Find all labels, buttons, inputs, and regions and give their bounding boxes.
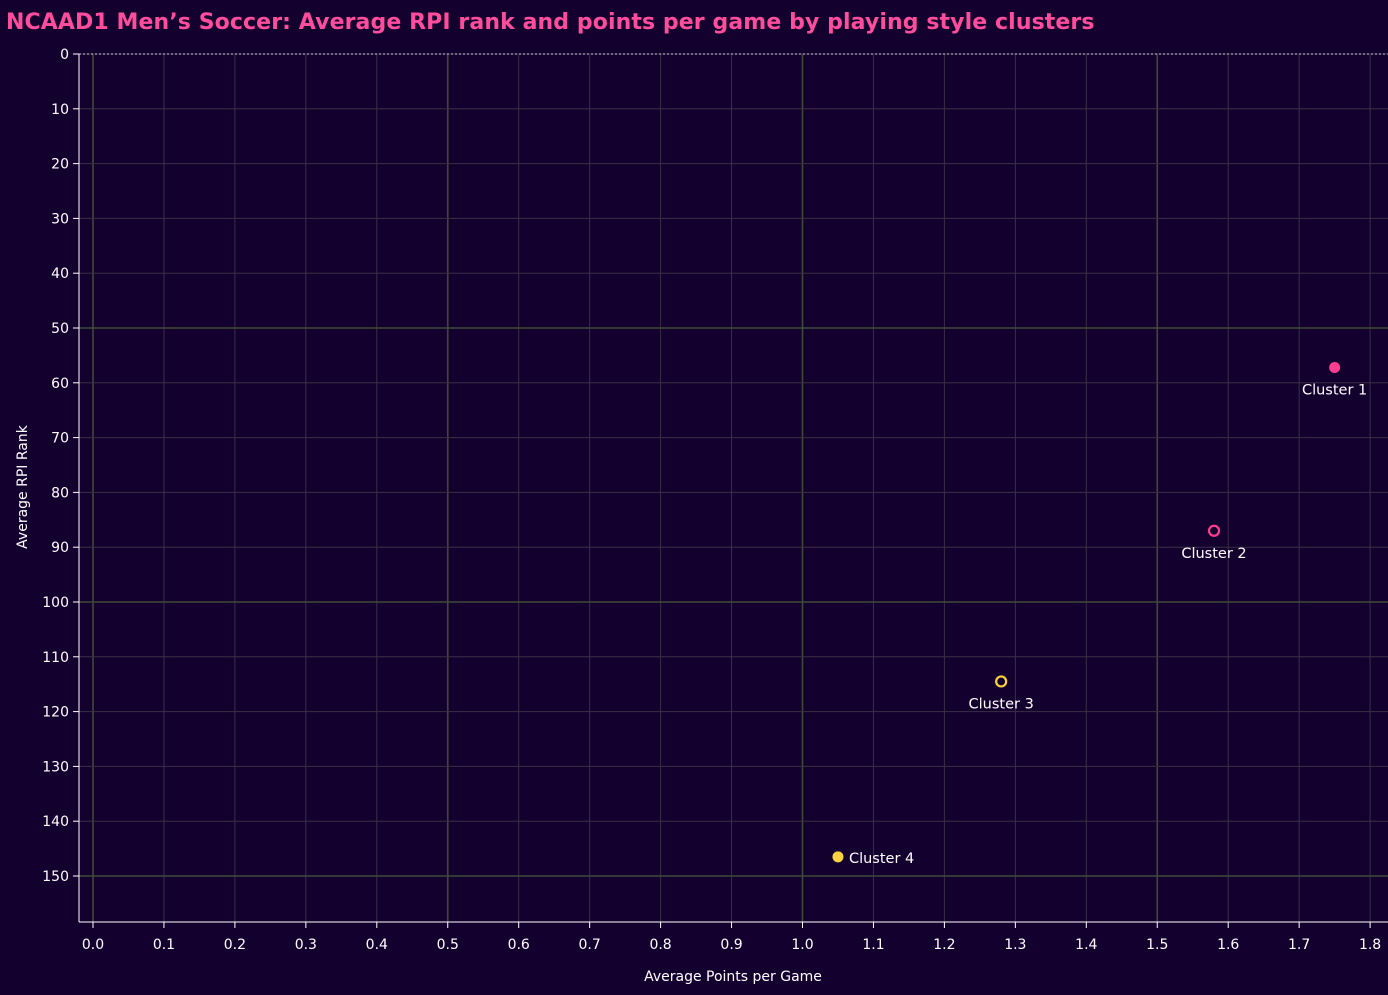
x-tick-label: 1.1 bbox=[862, 937, 884, 953]
y-tick-label: 30 bbox=[51, 211, 69, 227]
y-tick-label: 100 bbox=[42, 595, 69, 611]
point-label: Cluster 3 bbox=[969, 696, 1034, 712]
x-tick-label: 0.3 bbox=[295, 937, 317, 953]
y-tick-label: 150 bbox=[42, 869, 69, 885]
x-tick-label: 0.9 bbox=[720, 937, 742, 953]
y-tick-label: 0 bbox=[60, 47, 69, 63]
x-tick-label: 0.5 bbox=[437, 937, 459, 953]
x-axis-label: Average Points per Game bbox=[644, 969, 822, 985]
point-label: Cluster 2 bbox=[1181, 546, 1246, 562]
x-tick-label: 1.3 bbox=[1004, 937, 1026, 953]
data-points: Cluster 1 Cluster 2 Cluster 3 Cluster 4 bbox=[832, 361, 1367, 867]
tick-labels: 0.0 0.1 0.2 0.3 0.4 0.5 0.6 0.7 0.8 0.9 1.0 1.1 1.2 1… bbox=[42, 47, 1381, 953]
y-tick-label: 90 bbox=[51, 540, 69, 556]
data-point bbox=[995, 675, 1008, 688]
y-tick-label: 70 bbox=[51, 431, 69, 447]
x-tick-label: 1.4 bbox=[1075, 937, 1097, 953]
x-tick-label: 1.7 bbox=[1288, 937, 1310, 953]
data-point bbox=[1207, 524, 1221, 537]
x-tick-label: 0.4 bbox=[366, 937, 388, 953]
x-tick-label: 1.5 bbox=[1146, 937, 1168, 953]
x-tick-label: 0.2 bbox=[224, 937, 246, 953]
y-tick-label: 50 bbox=[51, 321, 69, 337]
x-tick-label: 1.8 bbox=[1359, 937, 1381, 953]
y-tick-label: 40 bbox=[51, 266, 69, 282]
y-tick-label: 120 bbox=[42, 705, 69, 721]
grid bbox=[79, 53, 1388, 922]
x-tick-label: 0.0 bbox=[82, 937, 104, 953]
y-tick-label: 60 bbox=[51, 376, 69, 392]
x-tick-label: 1.6 bbox=[1217, 937, 1239, 953]
x-tick-label: 1.0 bbox=[791, 937, 813, 953]
x-tick-label: 0.1 bbox=[153, 937, 175, 953]
x-tick-label: 0.7 bbox=[579, 937, 601, 953]
y-tick-label: 110 bbox=[42, 650, 69, 666]
point-label: Cluster 4 bbox=[849, 851, 914, 867]
y-tick-label: 140 bbox=[42, 814, 69, 830]
y-axis-label: Average RPI Rank bbox=[15, 424, 31, 549]
axes bbox=[73, 53, 1388, 928]
chart-title: NCAAD1 Men’s Soccer: Average RPI rank an… bbox=[6, 10, 1095, 35]
x-tick-label: 0.6 bbox=[508, 937, 530, 953]
point-label: Cluster 1 bbox=[1302, 382, 1367, 398]
data-point bbox=[1329, 361, 1341, 373]
y-tick-label: 20 bbox=[51, 157, 69, 173]
data-point bbox=[832, 851, 844, 863]
x-tick-label: 1.2 bbox=[933, 937, 955, 953]
y-tick-label: 80 bbox=[51, 485, 69, 501]
y-tick-label: 130 bbox=[42, 759, 69, 775]
y-tick-label: 10 bbox=[51, 102, 69, 118]
x-tick-label: 0.8 bbox=[649, 937, 671, 953]
